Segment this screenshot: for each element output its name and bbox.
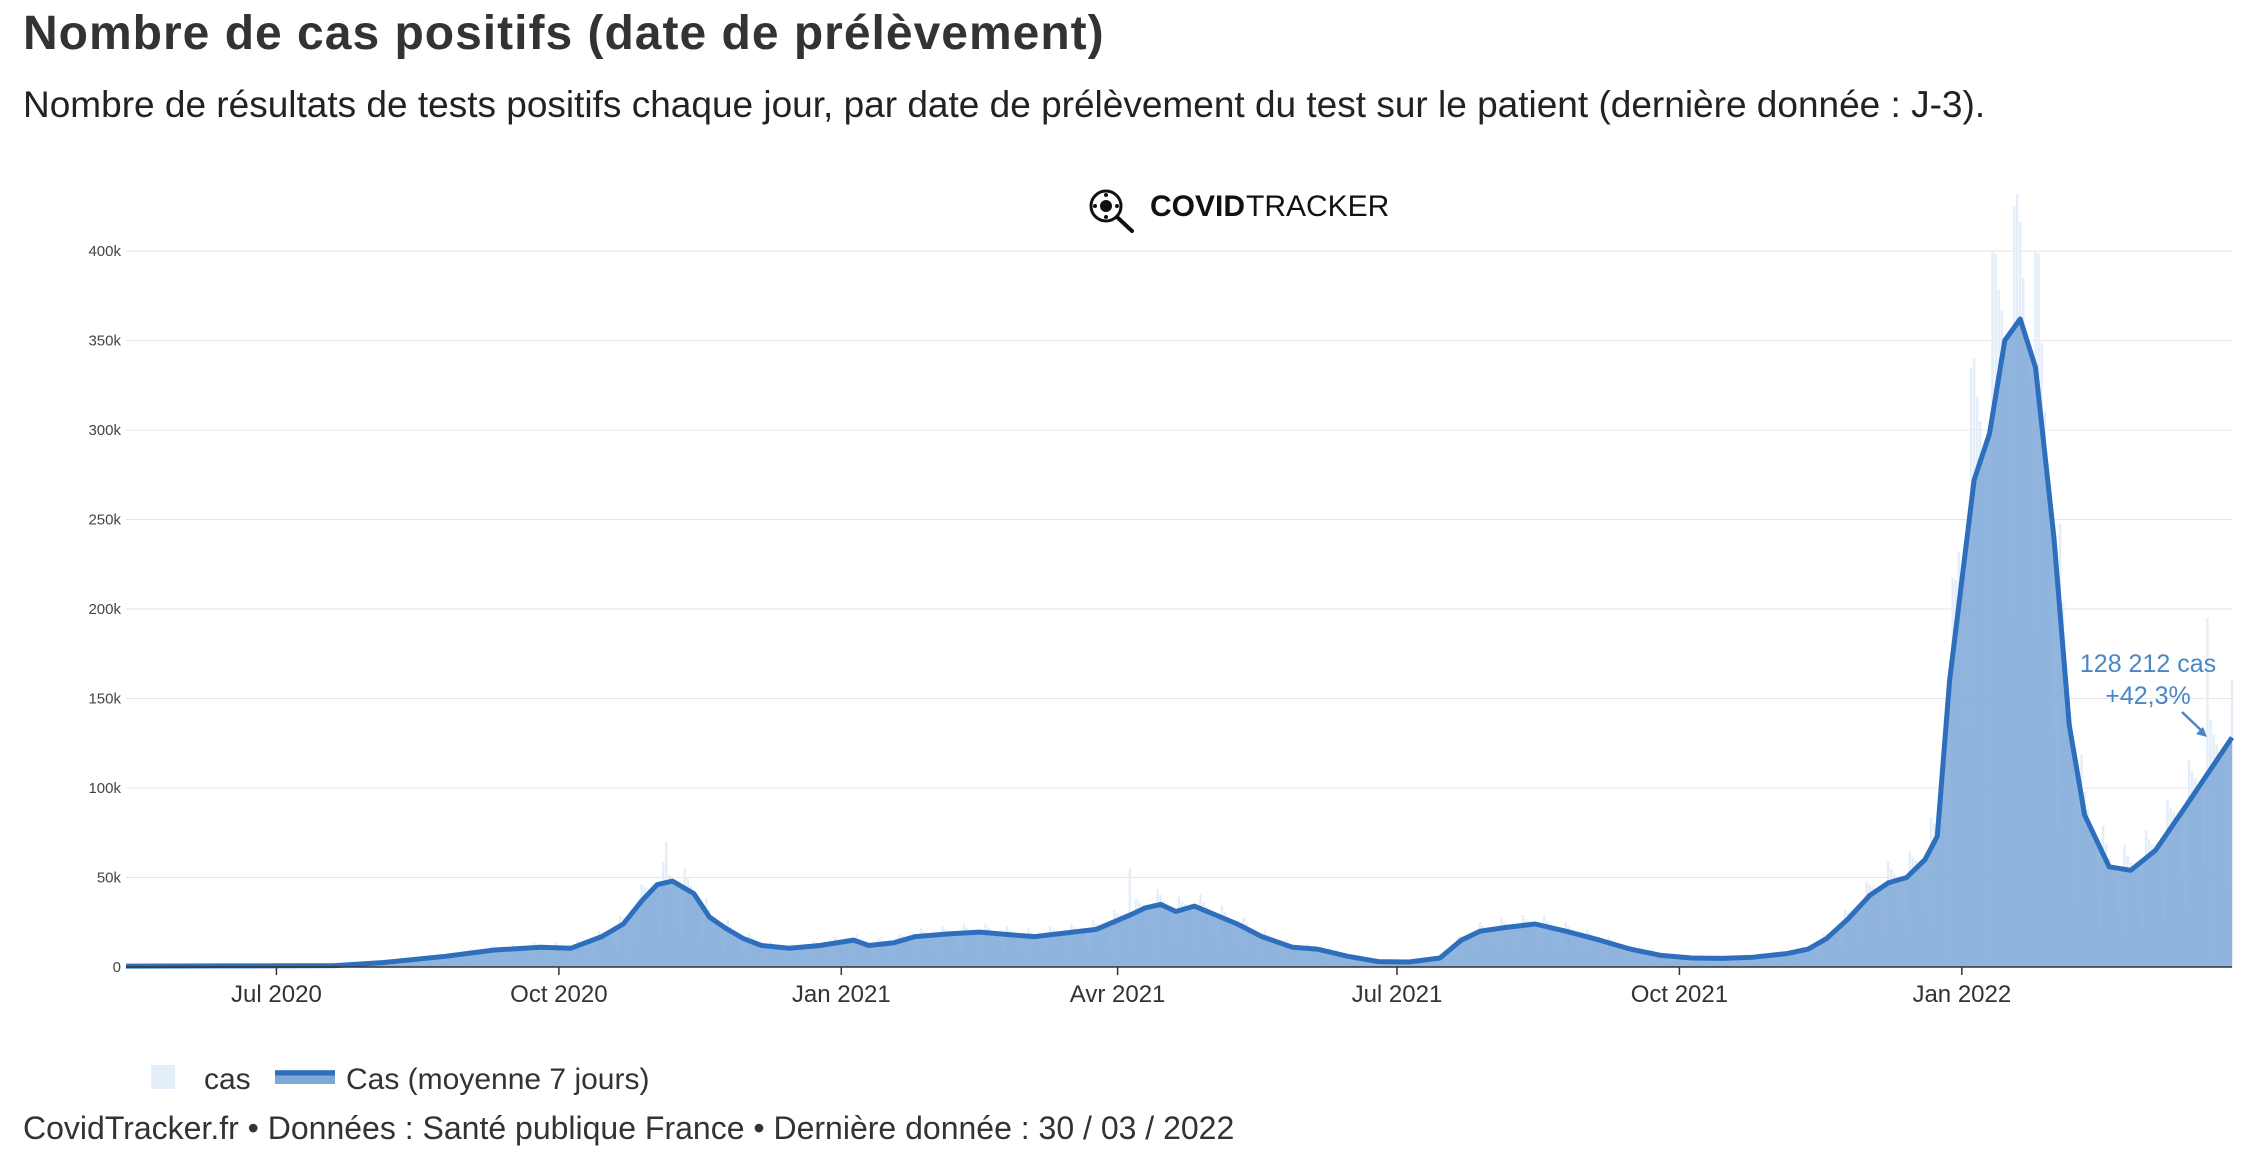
x-axis-ticks: Jul 2020 Oct 2020 Jan 2021 Avr 2021 Jul 2021… [231, 967, 2011, 1008]
brand-logo: COVID TRACKER [1089, 189, 1389, 233]
x-tick-label: Avr 2021 [1070, 981, 1166, 1008]
y-tick-label: 300k [88, 422, 121, 439]
x-tick-label: Jan 2022 [1912, 981, 2011, 1008]
legend-label-avg: Cas (moyenne 7 jours) [346, 1063, 649, 1096]
x-tick-label: Oct 2020 [510, 981, 607, 1008]
y-tick-label: 100k [88, 780, 121, 797]
daily-bar-swatch [151, 1065, 175, 1089]
grid-lines [126, 250, 2232, 878]
last-value-annotation: 128 212 cas +42,3% [2080, 650, 2216, 737]
y-tick-label: 0 [113, 959, 121, 976]
daily-bars [124, 193, 2234, 968]
y-tick-label: 350k [88, 333, 121, 350]
annotation-arrow [2181, 711, 2205, 734]
x-tick-label: Jul 2020 [231, 981, 322, 1008]
annotation-change: +42,3% [2105, 682, 2191, 710]
x-tick-label: Jan 2021 [792, 981, 891, 1008]
cases-chart: 0 50k 100k 150k 200k 250k 300k 350k 400k Jul 202… [88, 189, 2235, 1096]
footer-credits: CovidTracker.fr • Données : Santé publiq… [23, 1110, 1235, 1146]
brand-text-bold: COVID [1150, 190, 1245, 223]
y-tick-label: 50k [97, 870, 122, 887]
y-axis-ticks: 0 50k 100k 150k 200k 250k 300k 350k 400k [88, 243, 121, 976]
virus-magnifier-icon [1089, 189, 1134, 233]
page-title: Nombre de cas positifs (date de prélèvem… [23, 7, 1105, 60]
legend-label-cas: cas [204, 1063, 251, 1096]
avg-line [125, 316, 2235, 969]
annotation-arrowhead [2196, 727, 2207, 737]
y-tick-label: 200k [88, 601, 121, 618]
annotation-cases: 128 212 cas [2080, 650, 2216, 678]
y-tick-label: 250k [88, 512, 121, 529]
page-subtitle: Nombre de résultats de tests positifs ch… [23, 84, 1986, 125]
legend-item-cas[interactable]: cas [151, 1063, 251, 1096]
x-tick-label: Jul 2021 [1352, 981, 1443, 1008]
legend: cas Cas (moyenne 7 jours) [151, 1063, 649, 1096]
y-tick-label: 400k [88, 243, 121, 260]
y-tick-label: 150k [88, 691, 121, 708]
avg-area [126, 319, 2232, 967]
brand-text-light: TRACKER [1246, 190, 1389, 223]
legend-item-avg[interactable]: Cas (moyenne 7 jours) [275, 1063, 649, 1096]
x-tick-label: Oct 2021 [1631, 981, 1728, 1008]
